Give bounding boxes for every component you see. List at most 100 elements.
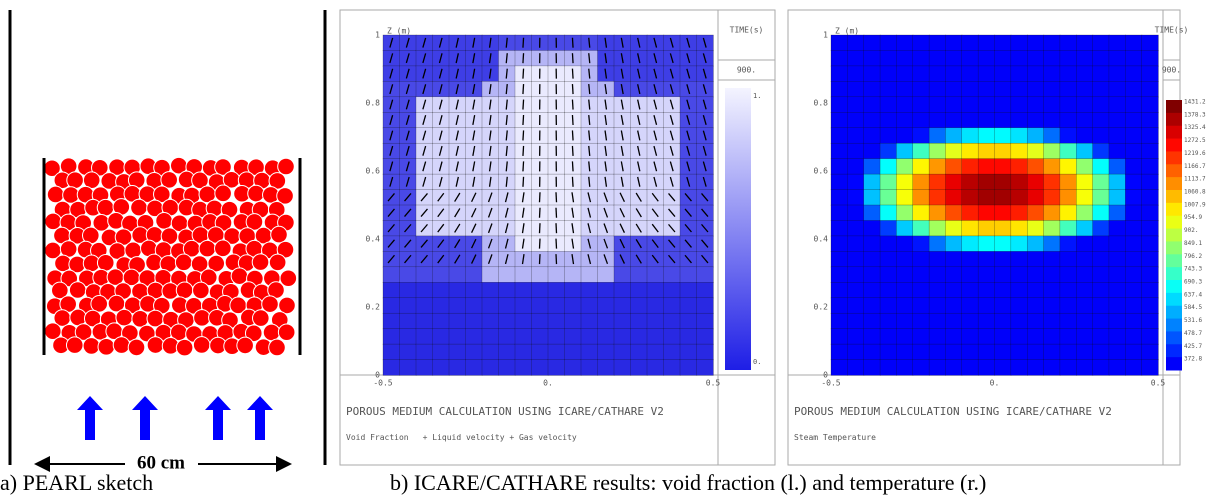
velocity-vector — [405, 53, 410, 64]
velocity-vector — [588, 99, 591, 110]
field-cell — [1026, 173, 1045, 191]
field-cell — [481, 297, 500, 314]
field-cell — [1010, 50, 1028, 67]
field-cell — [994, 96, 1012, 113]
velocity-vector — [686, 99, 691, 110]
field-cell — [928, 127, 947, 144]
z-tick-label: 0.2 — [814, 303, 829, 312]
field-cell — [912, 158, 930, 175]
field-cell — [912, 96, 930, 113]
field-cell — [994, 81, 1012, 98]
velocity-vector — [405, 99, 410, 110]
velocity-vector — [701, 223, 709, 233]
field-cell — [564, 328, 582, 345]
velocity-vector — [686, 68, 691, 79]
colorbar-swatch — [1166, 318, 1182, 332]
field-cell — [1076, 343, 1094, 361]
velocity-vector — [702, 99, 707, 110]
field-cell — [481, 266, 500, 283]
field-cell — [830, 343, 848, 361]
field-cell — [613, 359, 632, 376]
velocity-vector — [588, 176, 591, 187]
field-cell — [879, 359, 897, 376]
velocity-vector — [505, 114, 508, 126]
velocity-vector — [686, 176, 691, 187]
field-cell — [1125, 235, 1143, 252]
field-cell — [977, 220, 996, 237]
field-cell — [961, 266, 979, 283]
field-cell — [1108, 251, 1126, 268]
velocity-vector — [651, 239, 659, 249]
velocity-vector — [571, 254, 575, 265]
velocity-vector — [454, 223, 461, 233]
pebble — [175, 281, 194, 300]
field-cell — [1125, 359, 1143, 376]
field-cell — [879, 297, 897, 314]
field-cell — [1092, 189, 1110, 206]
pebble — [131, 310, 149, 328]
field-cell — [696, 343, 714, 361]
field-cell — [1092, 266, 1110, 283]
velocity-vector — [522, 84, 525, 95]
velocity-vector — [635, 192, 642, 202]
field-cell — [863, 50, 881, 67]
field-cell — [1010, 173, 1028, 191]
field-cell — [1141, 34, 1159, 52]
velocity-vector — [437, 239, 445, 249]
velocity-vector — [620, 53, 624, 64]
field-cell — [830, 142, 848, 160]
field-cell — [863, 112, 881, 129]
field-cell — [912, 204, 930, 222]
velocity-vector — [387, 208, 395, 217]
velocity-vector — [438, 115, 443, 125]
velocity-vector — [702, 176, 707, 187]
field-cell — [630, 266, 648, 283]
velocity-vector — [437, 254, 445, 264]
field-cell — [1125, 173, 1143, 191]
field-cell — [847, 251, 865, 268]
field-cell — [597, 312, 615, 330]
field-cell — [564, 312, 582, 330]
field-cell — [580, 328, 599, 345]
field-cell — [531, 312, 549, 330]
field-cell — [879, 158, 897, 175]
field-cell — [847, 328, 865, 345]
field-cell — [613, 282, 632, 299]
colorbar-swatch — [1166, 125, 1182, 140]
field-cell — [531, 359, 549, 376]
field-cell — [863, 65, 881, 82]
velocity-vector — [653, 53, 658, 64]
field-cell — [1092, 96, 1110, 113]
field-cell — [1092, 65, 1110, 82]
pebble — [160, 171, 178, 189]
field-cell — [1010, 81, 1028, 98]
field-cell — [863, 158, 881, 175]
field-cell — [1010, 34, 1028, 52]
field-cell — [928, 173, 947, 191]
velocity-vector — [669, 37, 674, 48]
axis-label: Z (m) — [835, 27, 859, 36]
field-cell — [847, 189, 865, 206]
colorbar-swatch — [1166, 177, 1182, 191]
field-cell — [382, 297, 401, 314]
field-cell — [879, 34, 897, 52]
velocity-vector — [521, 223, 525, 234]
velocity-vector — [637, 114, 641, 126]
velocity-vector — [470, 254, 477, 264]
field-cell — [879, 251, 897, 268]
field-cell — [1092, 312, 1110, 330]
velocity-vector — [472, 176, 476, 187]
field-cell — [481, 359, 500, 376]
field-cell — [514, 328, 533, 345]
field-cell — [847, 235, 865, 252]
field-cell — [580, 266, 599, 283]
field-cell — [896, 235, 914, 252]
field-cell — [1010, 312, 1028, 330]
velocity-vector — [389, 176, 394, 187]
field-cell — [1043, 96, 1061, 113]
field-cell — [830, 359, 848, 376]
velocity-vector — [603, 207, 609, 218]
velocity-vector — [389, 37, 394, 48]
velocity-vector — [701, 193, 709, 202]
field-cell — [531, 328, 549, 345]
